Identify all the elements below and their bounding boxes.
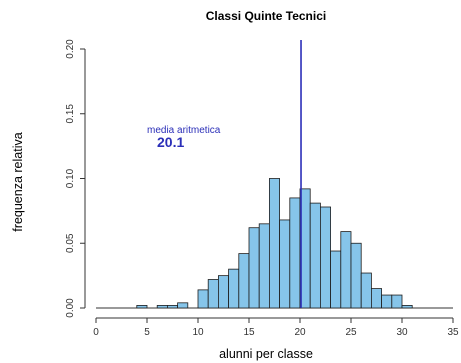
x-axis: 0 5 10 15 20 25 30 35: [93, 317, 459, 338]
histogram-bar: [207, 279, 219, 309]
x-tick-label: 15: [243, 327, 255, 338]
histogram-bar: [289, 197, 301, 309]
histogram-bar: [360, 272, 372, 309]
histogram-bar: [381, 294, 393, 309]
y-tick-label: 0.00: [65, 298, 76, 318]
histogram-bar: [217, 275, 229, 309]
x-tick-label: 10: [192, 327, 204, 338]
histogram-bar: [279, 219, 291, 309]
mean-annotation-label: media aritmetica: [147, 125, 221, 136]
histogram-bar: [228, 268, 240, 309]
histogram-bar: [197, 289, 209, 309]
histogram-bar: [319, 206, 331, 309]
histogram-bar: [156, 305, 168, 309]
x-tick-label: 25: [345, 327, 357, 338]
histogram-bar: [309, 202, 321, 309]
histogram-bar: [268, 178, 280, 309]
histogram-bar: [238, 253, 250, 309]
x-tick-label: 0: [93, 327, 99, 338]
y-axis: 0.00 0.05 0.10 0.15 0.20: [65, 39, 86, 318]
mean-annotation-value: 20.1: [157, 134, 184, 150]
y-tick-label: 0.10: [65, 168, 76, 188]
x-tick-label: 35: [447, 327, 459, 338]
histogram-bar: [401, 305, 413, 309]
histogram-bar: [391, 294, 403, 309]
histogram-bar: [136, 305, 148, 309]
x-tick-label: 30: [396, 327, 408, 338]
histogram-bar: [248, 227, 260, 309]
histogram-bar: [350, 242, 362, 309]
histogram-bar: [340, 231, 352, 309]
x-tick-label: 5: [144, 327, 150, 338]
y-tick-label: 0.20: [65, 39, 76, 59]
bars-layer: [96, 178, 453, 309]
y-tick-label: 0.15: [65, 104, 76, 124]
histogram-bar: [258, 223, 270, 309]
histogram-bar: [330, 250, 342, 309]
histogram-bar: [177, 302, 189, 309]
y-tick-label: 0.05: [65, 233, 76, 253]
x-axis-label: alunni per classe: [219, 347, 313, 361]
histogram-bar: [166, 305, 178, 309]
chart-title: Classi Quinte Tecnici: [206, 9, 326, 23]
histogram-bar: [370, 288, 382, 309]
x-tick-label: 20: [294, 327, 306, 338]
y-axis-label: frequenza relativa: [11, 132, 25, 231]
